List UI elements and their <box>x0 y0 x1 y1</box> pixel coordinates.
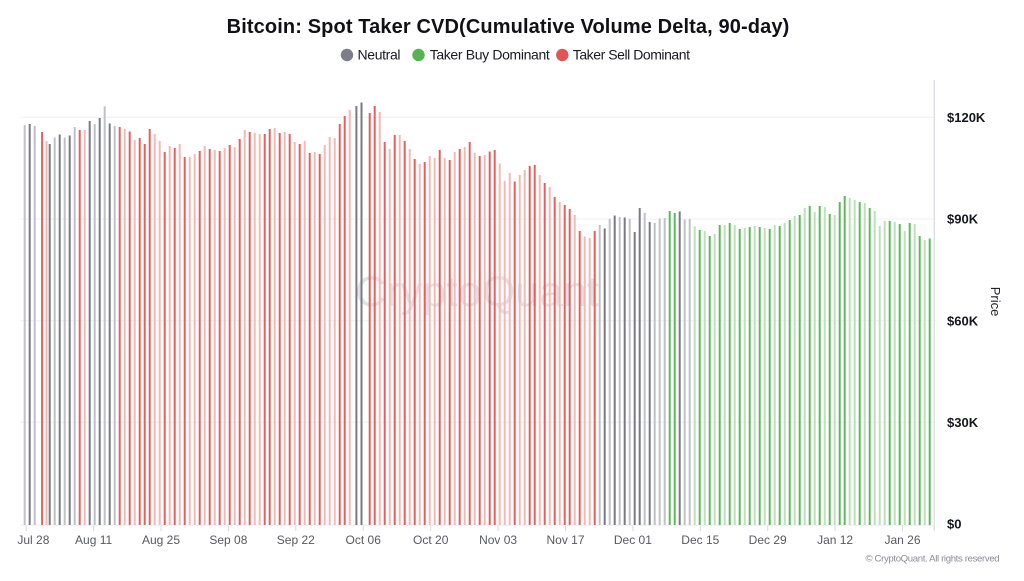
svg-text:Jul 28: Jul 28 <box>17 533 49 547</box>
svg-text:$60K: $60K <box>947 313 979 328</box>
svg-text:Nov 03: Nov 03 <box>479 533 517 547</box>
svg-text:Dec 29: Dec 29 <box>749 533 787 547</box>
svg-text:Taker Buy Dominant: Taker Buy Dominant <box>430 47 550 63</box>
svg-text:Price: Price <box>988 287 1003 317</box>
svg-text:$90K: $90K <box>947 212 979 227</box>
svg-text:Dec 01: Dec 01 <box>614 533 652 547</box>
svg-text:CryptoQuant: CryptoQuant <box>355 268 599 316</box>
svg-text:Sep 08: Sep 08 <box>209 533 247 547</box>
svg-text:$0: $0 <box>947 517 961 532</box>
svg-text:$120K: $120K <box>947 110 986 125</box>
svg-text:Jan 26: Jan 26 <box>884 533 920 547</box>
svg-text:Aug 25: Aug 25 <box>142 533 180 547</box>
svg-text:Jan 12: Jan 12 <box>817 533 853 547</box>
svg-text:Dec 15: Dec 15 <box>681 533 719 547</box>
svg-text:Aug 11: Aug 11 <box>75 533 112 547</box>
svg-text:Neutral: Neutral <box>358 47 401 63</box>
svg-text:Oct 06: Oct 06 <box>346 533 382 547</box>
svg-text:$30K: $30K <box>947 415 979 430</box>
svg-text:Sep 22: Sep 22 <box>277 533 315 547</box>
svg-text:Bitcoin: Spot Taker CVD(Cumula: Bitcoin: Spot Taker CVD(Cumulative Volum… <box>227 16 790 38</box>
svg-text:Nov 17: Nov 17 <box>546 533 584 547</box>
svg-text:Oct 20: Oct 20 <box>413 533 449 547</box>
svg-text:Taker Sell Dominant: Taker Sell Dominant <box>573 47 690 63</box>
svg-text:© CryptoQuant. All rights rese: © CryptoQuant. All rights reserved <box>865 554 999 565</box>
